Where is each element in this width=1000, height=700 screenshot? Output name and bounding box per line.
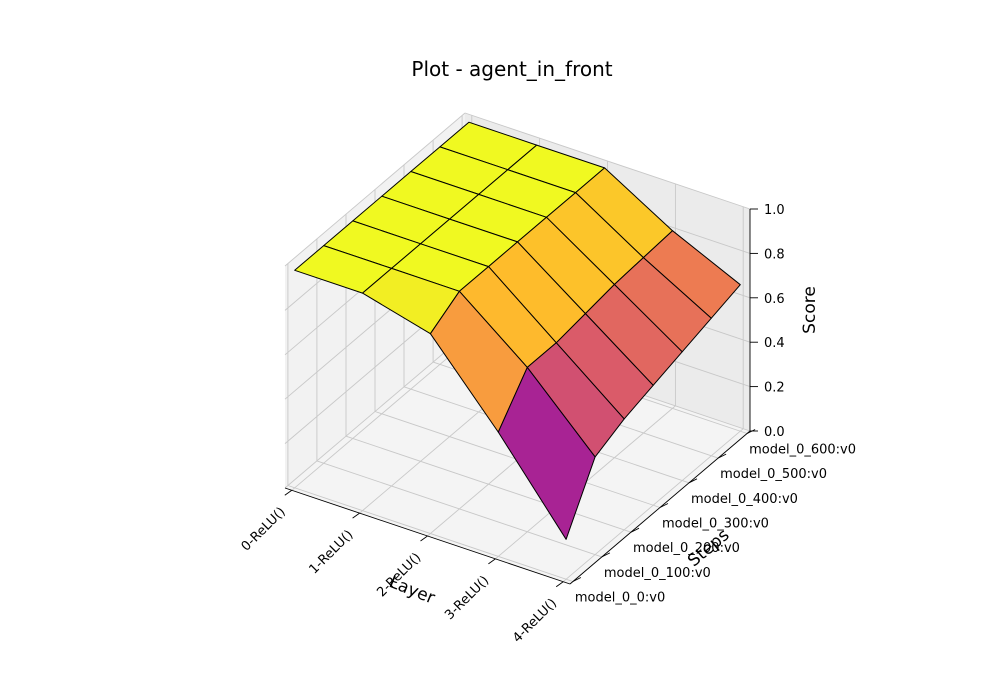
y-tick <box>601 552 611 558</box>
grid-line-step <box>316 460 603 558</box>
y-tick <box>688 478 698 484</box>
x-tick <box>284 489 293 496</box>
y-tick <box>630 527 640 533</box>
y-tick-label: model_0_400:v0 <box>691 492 798 507</box>
x-tick <box>352 512 360 519</box>
grid-line-z <box>284 112 466 267</box>
z-tick-label: 0.8 <box>764 247 785 262</box>
y-tick <box>717 453 727 459</box>
grid-line-z <box>284 334 466 489</box>
y-tick <box>572 577 582 582</box>
x-tick-label: 0-ReLU() <box>239 505 289 555</box>
y-tick <box>659 503 669 508</box>
z-tick-label: 0.4 <box>764 336 785 351</box>
y-tick-label: model_0_100:v0 <box>604 566 711 581</box>
x-tick-label: 3-ReLU() <box>442 573 492 623</box>
grid-line-step <box>287 485 574 582</box>
x-tick <box>488 558 496 565</box>
y-tick <box>746 429 756 434</box>
z-tick-label: 1.0 <box>764 203 785 218</box>
grid-line-z <box>464 112 751 210</box>
x-tick-label: 1-ReLU() <box>306 527 356 577</box>
surface-cell <box>497 366 596 540</box>
z-tick-label: 0.0 <box>764 425 785 440</box>
z-axis-label: Score <box>800 286 820 334</box>
surface-mesh <box>294 121 741 540</box>
x-tick <box>420 535 428 542</box>
y-tick-label: model_0_200:v0 <box>633 541 740 556</box>
x-tick-label: 4-ReLU() <box>510 596 560 646</box>
z-tick-label: 0.2 <box>764 381 785 396</box>
y-tick-label: model_0_300:v0 <box>662 517 769 532</box>
y-tick-label: model_0_0:v0 <box>575 591 665 606</box>
x-axis-label: Layer <box>386 572 437 608</box>
y-tick-label: model_0_600:v0 <box>749 443 856 458</box>
chart-title: Plot - agent_in_front <box>411 57 612 81</box>
x-tick <box>555 581 564 588</box>
y-tick-label: model_0_500:v0 <box>720 467 827 482</box>
grid-line-step <box>345 435 632 533</box>
z-tick-label: 0.6 <box>764 292 785 307</box>
